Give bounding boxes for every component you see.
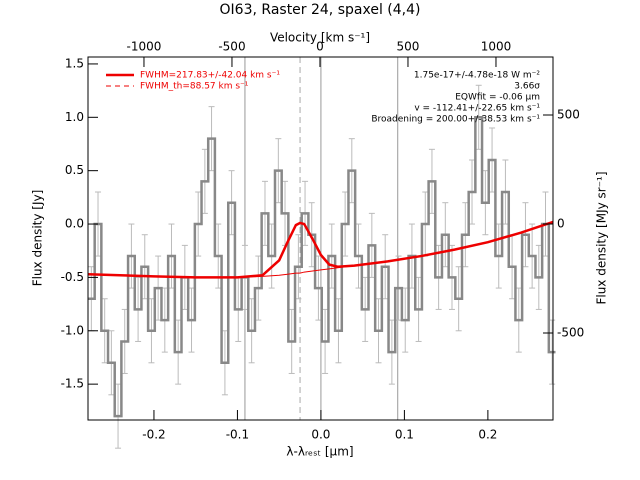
legend-label: FWHM_th=88.57 km s⁻¹ [140,82,249,92]
x-tick-label: -0.2 [142,428,165,442]
y2-tick-label: -500 [557,326,584,340]
x2-tick-label: -1000 [127,40,162,54]
y-tick-label: -1.0 [61,323,84,337]
x2-tick-label: 0 [316,40,324,54]
annotation: v = -112.41+/-22.65 km s⁻¹ [414,104,540,114]
y-tick-label: 0.5 [65,163,84,177]
x-tick-label: -0.1 [226,428,249,442]
y2-axis-label: Flux density [MJy sr⁻¹] [595,171,609,304]
annotation: 1.75e-17+/-4.78e-18 W m⁻² [414,71,541,81]
annotation: 3.66σ [514,82,540,92]
spectrum [88,116,556,418]
x2-axis-label: Velocity [km s⁻¹] [270,31,370,45]
x-axis-label: λ-λᵣₑₛₜ [μm] [286,445,353,459]
y2-tick-label: 0 [557,217,565,231]
x-tick-label: 0.2 [478,428,497,442]
y-tick-label: 0.0 [65,217,84,231]
y-tick-label: -0.5 [61,270,84,284]
y-tick-label: 1.5 [65,56,84,70]
annotation: EQWfit = -0.06 μm [455,93,540,103]
x-tick-label: 0.0 [311,428,330,442]
y2-tick-label: 500 [557,107,580,121]
x2-tick-label: 1000 [481,40,512,54]
x2-tick-label: -500 [218,40,245,54]
x2-tick-label: 500 [397,40,420,54]
chart-title: OI63, Raster 24, spaxel (4,4) [220,2,421,18]
annotation: Broadening = 200.00+/-38.53 km s⁻¹ [371,115,540,125]
legend-label: FWHM=217.83+/-42.04 km s⁻¹ [140,71,280,81]
y-tick-label: 1.0 [65,110,84,124]
x-tick-label: 0.1 [395,428,414,442]
y-tick-label: -1.5 [61,377,84,391]
y-axis-label: Flux density [Jy] [31,190,45,287]
line-fit [87,220,554,279]
